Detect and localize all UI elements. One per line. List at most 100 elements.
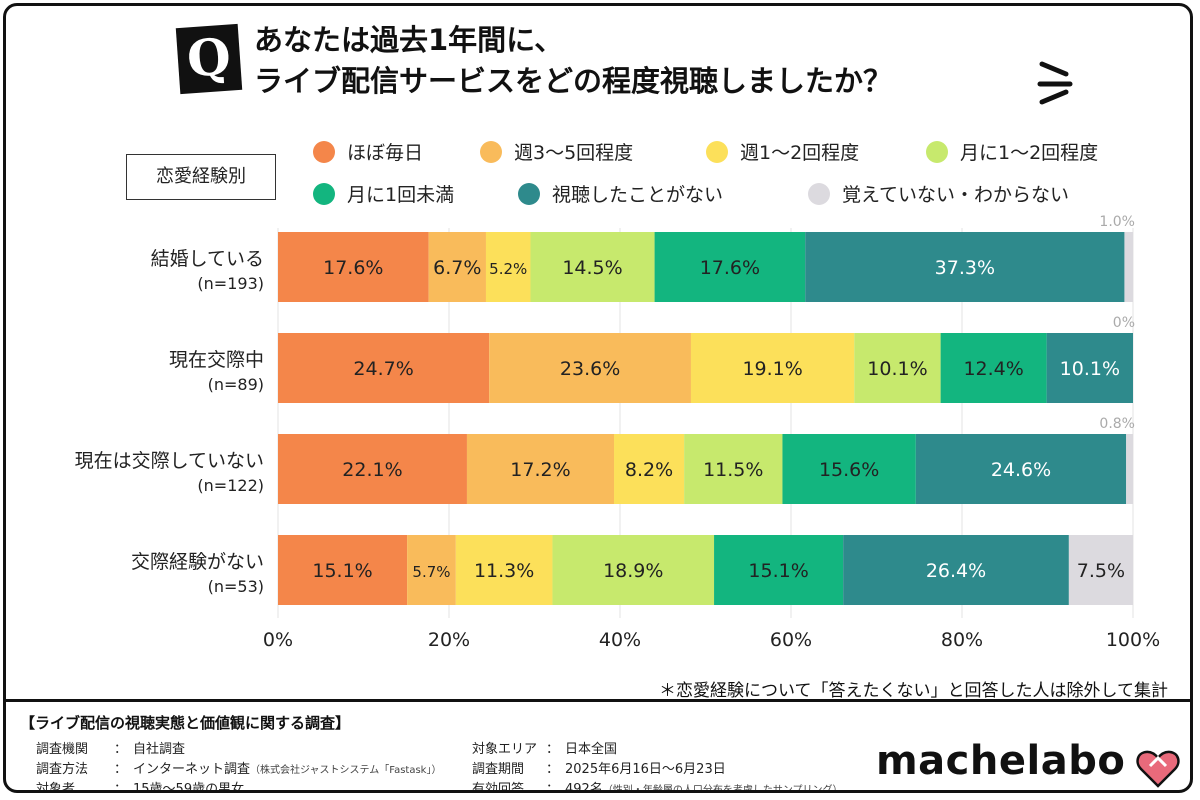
data-label: 11.5% xyxy=(703,459,763,481)
legend-item: 視聴したことがない xyxy=(518,180,723,207)
legend-item: 月に1回未満 xyxy=(313,180,454,207)
title-line-2: ライブ配信サービスをどの程度視聴しましたか？ xyxy=(254,64,893,98)
detail-value: 日本全国 xyxy=(565,742,618,757)
bar-segment xyxy=(782,434,916,504)
data-label: 17.6% xyxy=(700,257,760,279)
stacked-bar-chart: 0% 20% 40% 60% 80% 100% 結婚している (n=193) 17.6% 6.7%… xyxy=(75,214,1161,651)
data-label: 10.1% xyxy=(867,358,927,380)
data-label: 15.1% xyxy=(748,560,808,582)
infographic-frame: Q あなたは過去1年間に、 ライブ配信サービスをどの程度視聴しましたか？ 恋愛経… xyxy=(3,3,1193,793)
data-label: 15.6% xyxy=(819,459,879,481)
detail-value: 2025年6月16日～6月23日 xyxy=(565,762,726,777)
legend-item: 週3～5回程度 xyxy=(480,138,633,165)
emphasis-spark-icon xyxy=(1037,61,1073,105)
data-label: 1.0% xyxy=(1099,214,1135,230)
bar-segment xyxy=(915,434,1127,504)
bar-segment xyxy=(466,434,615,504)
legend-item: ほぼ毎日 xyxy=(313,138,423,165)
detail-note: （株式会社ジャストシステム「Fastask」） xyxy=(250,765,442,776)
category-label: 現在交際中 xyxy=(169,349,264,371)
legend-item: 週1～2回程度 xyxy=(706,138,859,165)
category-label: 交際経験がない xyxy=(131,551,264,573)
x-tick-label: 80% xyxy=(941,629,983,651)
bar-segment xyxy=(428,232,486,302)
data-label: 5.2% xyxy=(489,260,527,278)
bar-segment xyxy=(278,232,429,302)
data-label: 12.4% xyxy=(963,358,1023,380)
legend-swatch xyxy=(313,182,335,205)
legend-swatch xyxy=(480,140,502,163)
data-label: 11.3% xyxy=(474,560,534,582)
data-label: 5.7% xyxy=(412,563,450,581)
bar-segment xyxy=(684,434,783,504)
bar-segment xyxy=(455,535,553,605)
legend-swatch xyxy=(926,140,948,163)
bar-segment xyxy=(278,333,490,403)
legend-label: ほぼ毎日 xyxy=(347,142,424,164)
x-tick-label: 100% xyxy=(1106,629,1160,651)
legend-swatch xyxy=(808,182,830,205)
survey-detail-row: 対象者 ： 15歳～59歳の男女 xyxy=(36,778,245,793)
survey-detail-row: 調査方法 ： インターネット調査（株式会社ジャストシステム「Fastask」） xyxy=(36,758,441,777)
legend-label: 週3～5回程度 xyxy=(514,142,634,164)
bar-segment xyxy=(552,535,715,605)
category-n: (n=53) xyxy=(208,577,264,596)
data-label: 19.1% xyxy=(742,358,802,380)
bar-segment xyxy=(614,434,685,504)
bar-segment xyxy=(1046,333,1133,403)
bar-segment xyxy=(1068,535,1133,605)
heart-logo-icon xyxy=(1136,750,1180,788)
data-label: 37.3% xyxy=(935,257,995,279)
x-tick-label: 0% xyxy=(263,629,293,651)
data-label: 14.5% xyxy=(562,257,622,279)
bar-segment xyxy=(854,333,941,403)
bar-segment xyxy=(940,333,1047,403)
detail-key: 有効回答 xyxy=(472,782,525,793)
detail-key: 調査期間 xyxy=(472,762,525,777)
detail-key: 対象エリア xyxy=(472,742,538,757)
detail-value: 492名 xyxy=(565,782,603,793)
bar-segment xyxy=(654,232,806,302)
detail-note: （性別・年齢層の人口分布を考慮したサンプリング） xyxy=(602,785,843,793)
legend-swatch xyxy=(313,140,335,163)
bar-segment xyxy=(805,232,1125,302)
detail-separator: ： xyxy=(546,782,560,793)
data-label: 7.5% xyxy=(1077,560,1125,582)
data-label: 8.2% xyxy=(625,459,673,481)
data-label: 18.9% xyxy=(603,560,663,582)
legend-swatch xyxy=(518,182,540,205)
bar-segment xyxy=(690,333,855,403)
category-label: 現在は交際していない xyxy=(75,450,264,472)
brand-logo-text: machelabo xyxy=(876,738,1126,784)
bar-segment xyxy=(278,535,408,605)
bar-segment xyxy=(530,232,655,302)
data-label: 0.8% xyxy=(1099,416,1135,432)
detail-value: インターネット調査 xyxy=(133,762,251,777)
bar-segment xyxy=(278,434,467,504)
title-line-1: あなたは過去1年間に、 xyxy=(254,23,564,57)
category-label: 結婚している xyxy=(151,248,264,270)
legend-label: 月に1回未満 xyxy=(347,184,455,206)
data-label: 24.6% xyxy=(991,459,1051,481)
detail-value: 自社調査 xyxy=(133,742,186,757)
detail-key: 調査機関 xyxy=(36,742,89,757)
detail-separator: ： xyxy=(114,782,128,793)
legend-label: 視聴したことがない xyxy=(552,184,724,206)
category-n: (n=122) xyxy=(197,476,264,495)
bar-segment xyxy=(714,535,844,605)
legend-label: 覚えていない・わからない xyxy=(842,184,1070,206)
legend-swatch xyxy=(706,140,728,163)
bar-segment xyxy=(1126,434,1133,504)
detail-value: 15歳～59歳の男女 xyxy=(133,782,245,793)
detail-separator: ： xyxy=(114,762,128,777)
category-n: (n=89) xyxy=(208,375,264,394)
detail-separator: ： xyxy=(546,742,560,757)
survey-detail-row: 有効回答 ： 492名（性別・年齢層の人口分布を考慮したサンプリング） xyxy=(472,778,843,793)
category-n: (n=193) xyxy=(197,274,264,293)
data-label: 6.7% xyxy=(433,257,481,279)
x-tick-label: 60% xyxy=(770,629,812,651)
footnote: ＊恋愛経験について「答えたくない」と回答した人は除外して集計 xyxy=(659,681,1168,701)
data-label: 23.6% xyxy=(560,358,620,380)
detail-key: 調査方法 xyxy=(36,762,89,777)
data-label: 10.1% xyxy=(1060,358,1120,380)
